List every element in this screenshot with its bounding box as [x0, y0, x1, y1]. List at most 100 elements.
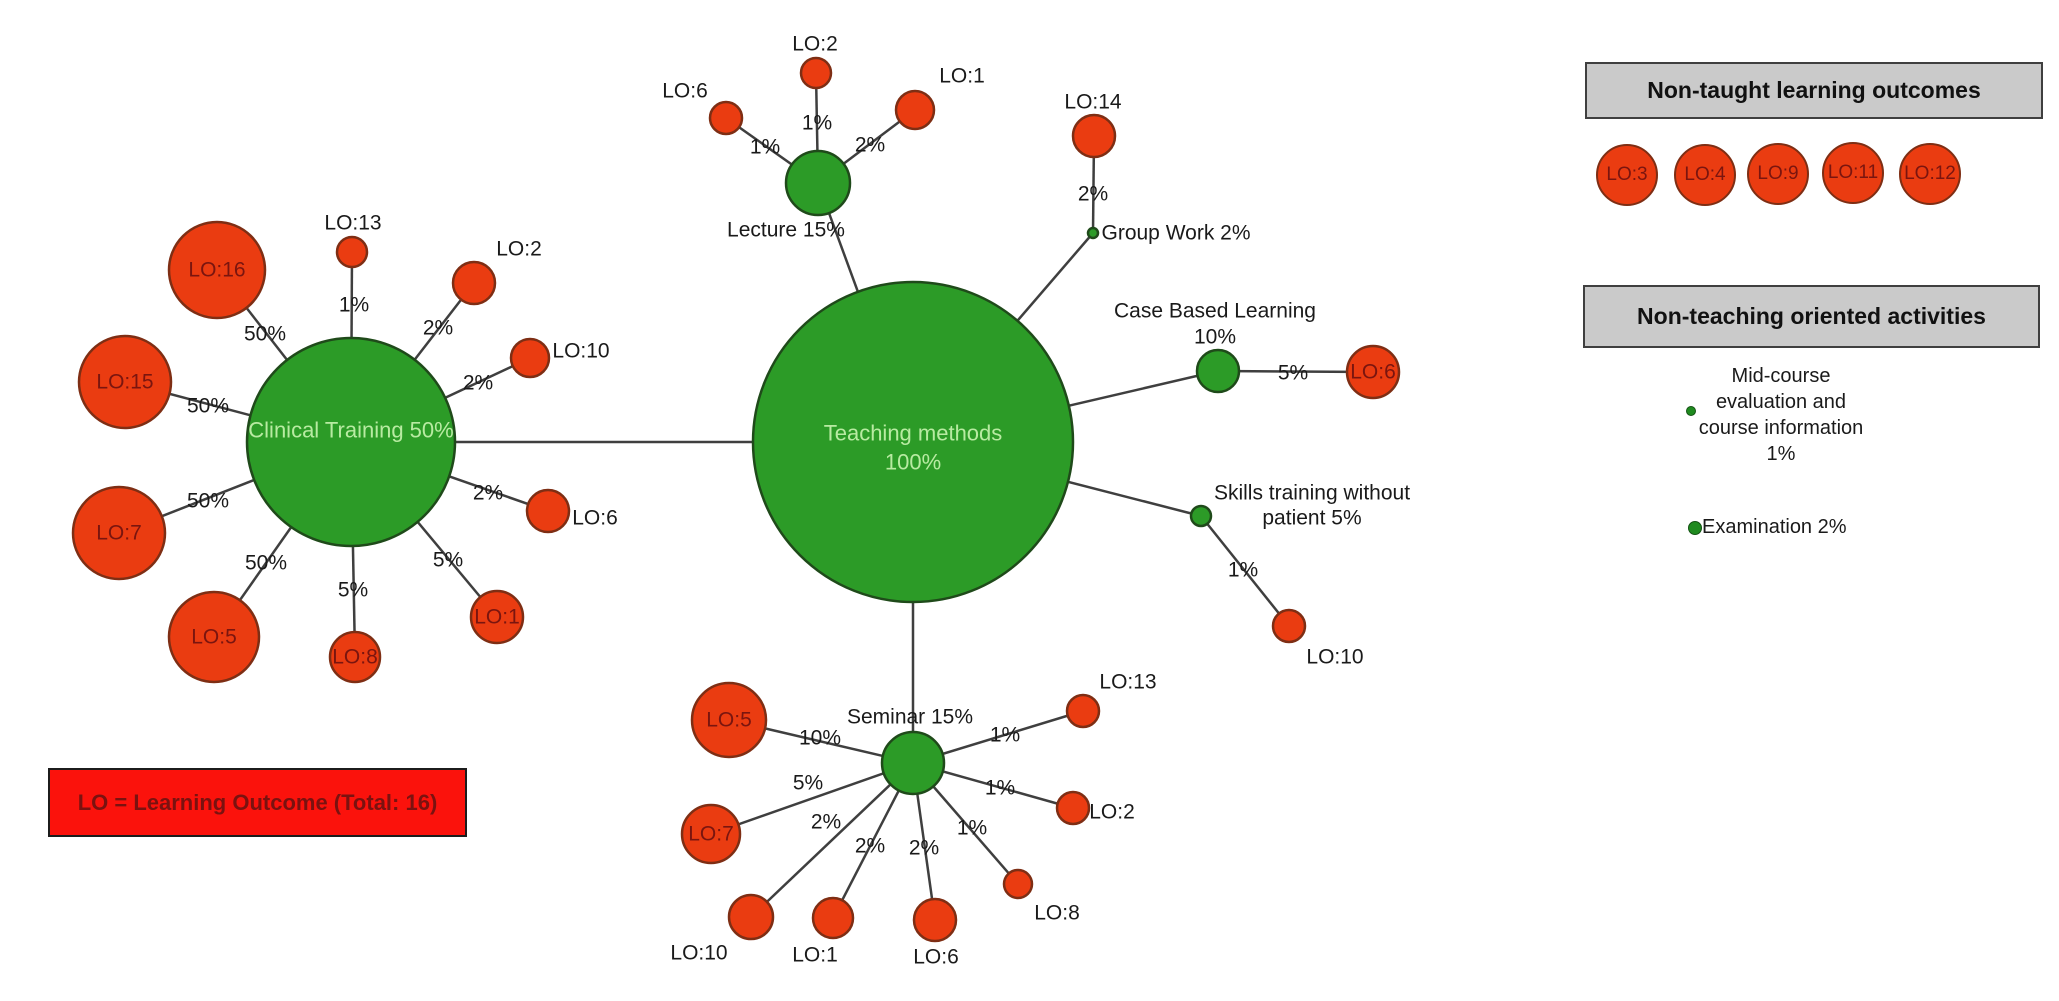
lo10-skills-label: LO:10	[1306, 646, 1363, 669]
lo-chip-label: LO:3	[1606, 164, 1648, 185]
edge-percent: 2%	[463, 372, 493, 395]
examination-label: Examination 2%	[1702, 516, 1847, 538]
lo6-seminar-label: LO:6	[913, 946, 959, 969]
lo-chip-label: LO:12	[1904, 163, 1956, 184]
node-lo2-clinical	[451, 260, 497, 306]
node-lo5-seminar	[690, 681, 768, 759]
node-lo13-seminar	[1065, 693, 1101, 729]
legend-text: LO = Learning Outcome (Total: 16)	[77, 789, 438, 815]
lo15-label: LO:15	[96, 371, 153, 394]
node-lo6-lecture	[708, 100, 744, 136]
lo16-label: LO:16	[188, 259, 245, 282]
node-lo10-skills	[1271, 608, 1307, 644]
edge-percent: 2%	[423, 317, 453, 340]
lo1-seminar-label: LO:1	[792, 944, 838, 967]
lo5-clinical-label: LO:5	[191, 626, 237, 649]
lo7-seminar-label: LO:7	[688, 823, 734, 846]
edge-percent: 50%	[187, 490, 229, 513]
midcourse-line: 1%	[1766, 443, 1796, 465]
lo5-seminar-label: LO:5	[706, 709, 752, 732]
edge-percent: 2%	[473, 482, 503, 505]
lo7-clinical-label: LO:7	[96, 522, 142, 545]
node-lo10-seminar	[727, 893, 775, 941]
teaching-methods-pct: 100%	[885, 450, 941, 475]
edge-skills-lo10	[1200, 515, 1290, 627]
midcourse-line: course information	[1698, 417, 1864, 439]
seminar-title: Seminar 15%	[847, 706, 973, 729]
midcourse-line: evaluation and	[1715, 391, 1847, 413]
node-lo6-seminar	[912, 897, 958, 943]
node-lo1-clinical	[469, 589, 525, 645]
examination-dot-icon	[1688, 521, 1702, 535]
midcourse-line: Mid-course	[1731, 365, 1831, 387]
node-lo14-groupwork	[1071, 113, 1117, 159]
node-teaching-methods	[751, 280, 1075, 604]
edge-percent: 1%	[990, 724, 1020, 747]
non-taught-lo11-circle: LO:11	[1822, 142, 1884, 204]
lo6-casebased-label: LO:6	[1350, 361, 1396, 384]
lo1-clinical-label: LO:1	[474, 606, 520, 629]
skills-title-line2: patient 5%	[1262, 507, 1361, 530]
lo2-seminar-label: LO:2	[1089, 801, 1135, 824]
lo2-clinical-label: LO:2	[496, 238, 542, 261]
lo8-seminar-label: LO:8	[1034, 902, 1080, 925]
edge-percent: 2%	[855, 835, 885, 858]
non-teaching-activities-title: Non-teaching oriented activities	[1637, 303, 1986, 329]
legend-box: LO = Learning Outcome (Total: 16)	[48, 768, 467, 837]
edge-percent: 5%	[338, 579, 368, 602]
node-lo13-clinical	[335, 235, 369, 269]
node-clinical-training	[245, 336, 457, 548]
node-seminar	[880, 730, 946, 796]
node-lo1-lecture	[894, 89, 936, 131]
lecture-title: Lecture 15%	[727, 219, 845, 242]
non-taught-lo3-circle: LO:3	[1596, 144, 1658, 206]
edge-percent: 50%	[187, 395, 229, 418]
lo10-clinical-label: LO:10	[552, 340, 609, 363]
edge-percent: 5%	[433, 549, 463, 572]
non-taught-outcomes-header: Non-taught learning outcomes	[1585, 62, 2043, 119]
lo13-clinical-label: LO:13	[324, 212, 381, 235]
edge-percent: 2%	[909, 837, 939, 860]
node-lo2-seminar	[1055, 790, 1091, 826]
non-taught-lo4-circle: LO:4	[1674, 144, 1736, 206]
skills-title-line1: Skills training without	[1214, 482, 1410, 505]
edge-percent: 1%	[339, 294, 369, 317]
non-teaching-activities-header: Non-teaching oriented activities	[1583, 285, 2040, 348]
node-lo6-casebased	[1345, 344, 1401, 400]
node-skills-training	[1189, 504, 1213, 528]
node-lo5-clinical	[167, 590, 261, 684]
lo2-lecture-label: LO:2	[792, 33, 838, 56]
midcourse-evaluation-label: Mid-course evaluation and course informa…	[1671, 363, 1891, 467]
node-lo8-clinical	[328, 630, 382, 684]
edge-percent: 50%	[245, 552, 287, 575]
node-lo1-seminar	[811, 896, 855, 940]
node-lo7-seminar	[680, 803, 742, 865]
non-taught-lo12-circle: LO:12	[1899, 143, 1961, 205]
node-lo8-seminar	[1002, 868, 1034, 900]
case-based-title: Case Based Learning	[1114, 300, 1316, 323]
node-lo10-clinical	[509, 337, 551, 379]
node-lo6-clinical	[525, 488, 571, 534]
lo14-label: LO:14	[1064, 91, 1122, 114]
lo8-clinical-label: LO:8	[332, 646, 378, 669]
midcourse-dot-icon	[1686, 406, 1696, 416]
node-lo15-clinical	[77, 334, 173, 430]
edge-percent: 2%	[855, 134, 885, 157]
edge-percent: 2%	[811, 811, 841, 834]
node-lo16-clinical	[167, 220, 267, 320]
lo-chip-label: LO:4	[1684, 164, 1726, 185]
edge-percent: 5%	[1278, 362, 1308, 385]
lo-chip-label: LO:11	[1827, 162, 1879, 183]
lo13-seminar-label: LO:13	[1099, 671, 1156, 694]
edge-percent: 1%	[750, 136, 780, 159]
non-taught-lo9-circle: LO:9	[1747, 143, 1809, 205]
edge-percent: 1%	[957, 817, 987, 840]
clinical-training-title: Clinical Training 50%	[248, 418, 453, 443]
node-lo2-lecture	[799, 56, 833, 90]
edge-percent: 50%	[244, 323, 286, 346]
case-based-pct: 10%	[1194, 326, 1236, 349]
edge-percent: 5%	[793, 772, 823, 795]
node-lo7-clinical	[71, 485, 167, 581]
edge-percent: 1%	[1228, 559, 1258, 582]
